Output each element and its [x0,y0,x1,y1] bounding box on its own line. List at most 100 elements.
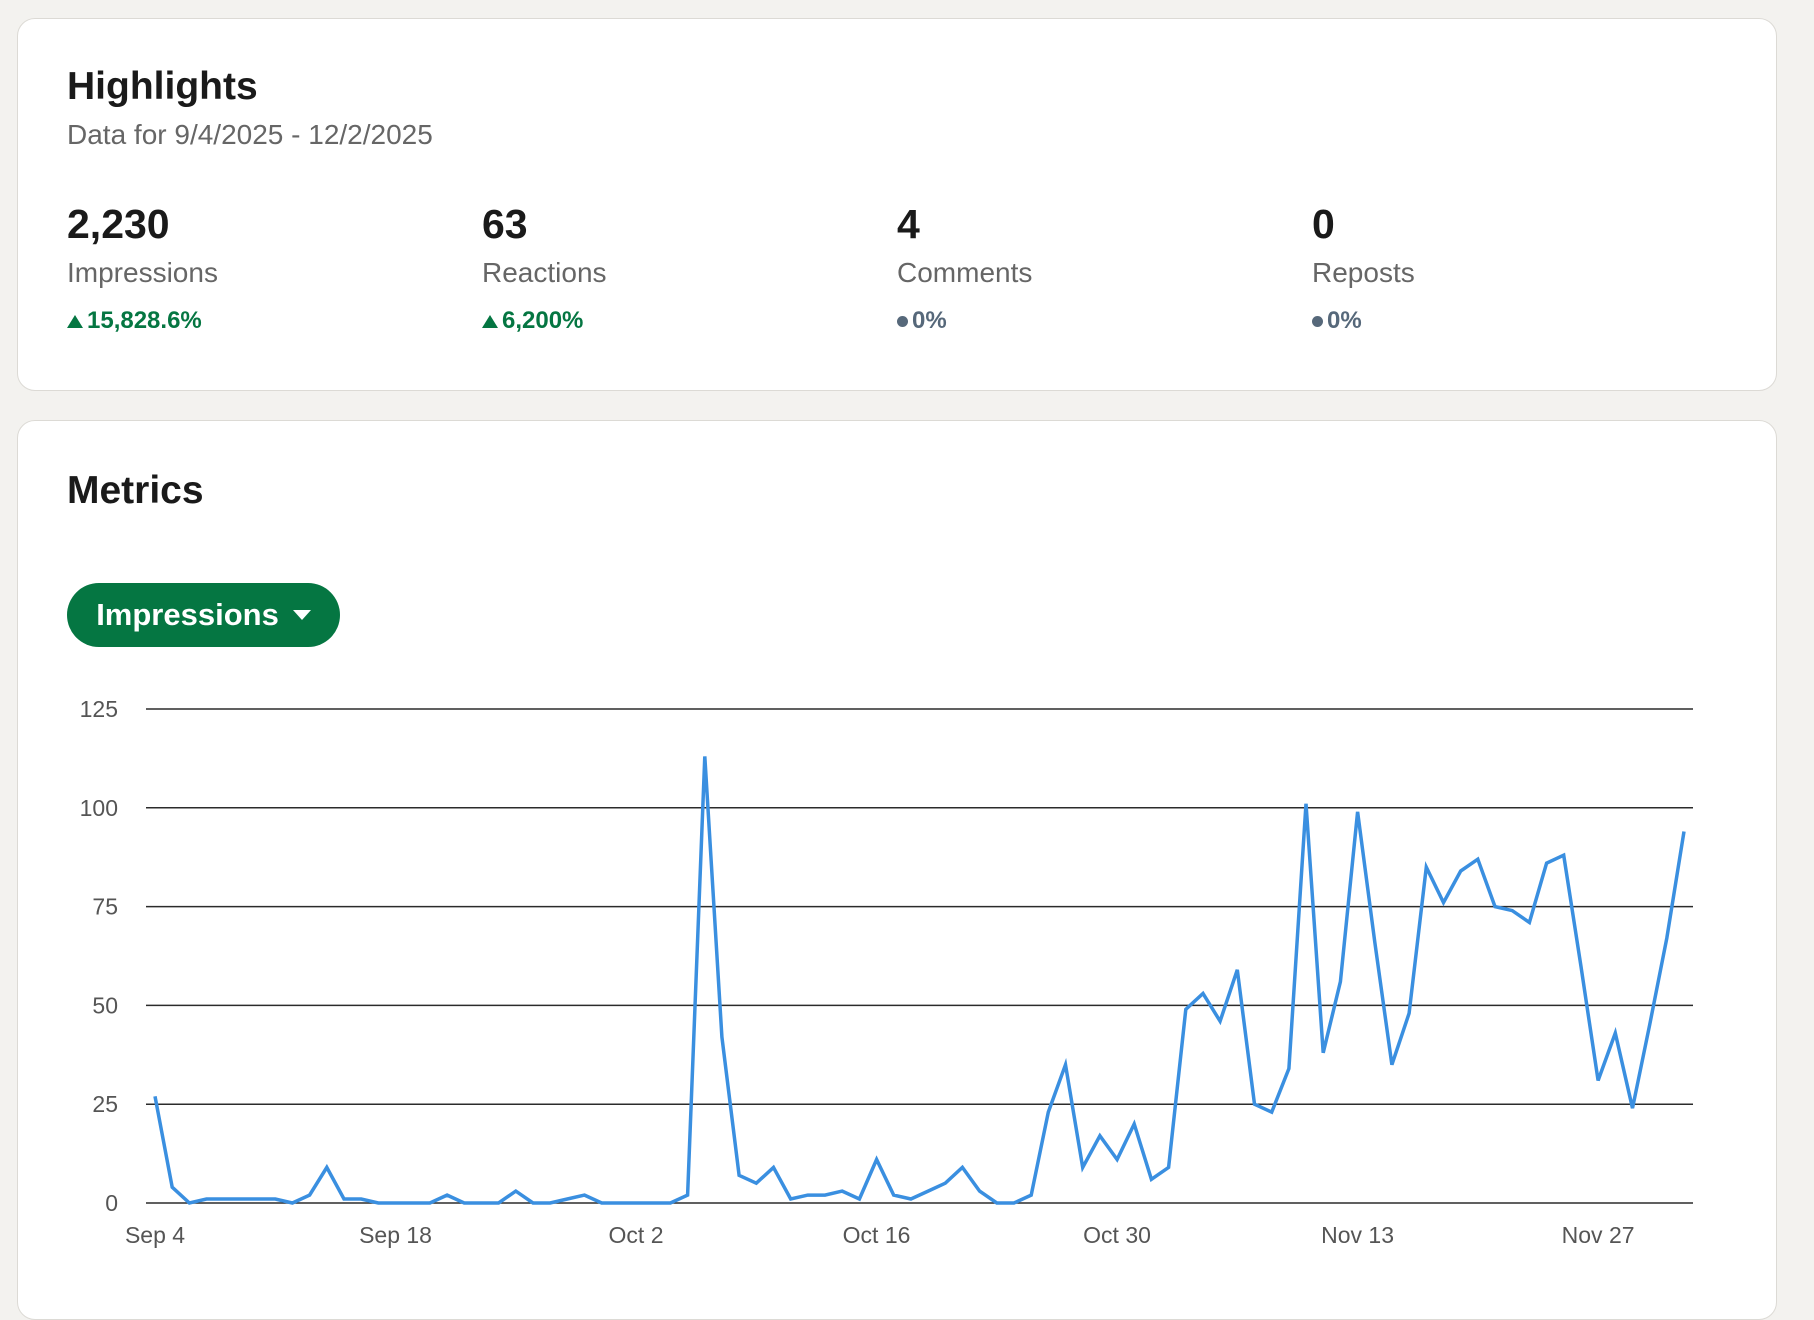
data-point[interactable] [1026,1190,1036,1200]
data-point[interactable] [872,1155,882,1165]
data-point[interactable] [1181,1004,1191,1014]
data-point[interactable] [734,1170,744,1180]
data-point[interactable] [665,1198,675,1208]
data-point[interactable] [184,1198,194,1208]
stat-comments[interactable]: 4 Comments 0% [897,204,1277,335]
data-point[interactable] [1490,902,1500,912]
data-point[interactable] [1645,1020,1655,1030]
data-point[interactable] [219,1194,229,1204]
data-point[interactable] [631,1198,641,1208]
data-point[interactable] [236,1194,246,1204]
data-point[interactable] [1456,866,1466,876]
data-point[interactable] [1318,1048,1328,1058]
data-point[interactable] [1473,854,1483,864]
data-point[interactable] [751,1178,761,1188]
data-point[interactable] [1387,1060,1397,1070]
data-point[interactable] [837,1186,847,1196]
stat-change-value: 0% [912,307,947,334]
data-point[interactable] [562,1194,572,1204]
data-point[interactable] [545,1198,555,1208]
data-point[interactable] [579,1190,589,1200]
data-point[interactable] [1250,1099,1260,1109]
data-point[interactable] [923,1186,933,1196]
data-point[interactable] [820,1190,830,1200]
data-point[interactable] [270,1194,280,1204]
data-point[interactable] [167,1182,177,1192]
data-point[interactable] [1421,862,1431,872]
data-point[interactable] [459,1198,469,1208]
data-point[interactable] [1353,807,1363,817]
data-point[interactable] [511,1186,521,1196]
data-point[interactable] [1524,917,1534,927]
data-point[interactable] [494,1198,504,1208]
data-point[interactable] [287,1198,297,1208]
data-point[interactable] [1559,850,1569,860]
data-point[interactable] [1043,1107,1053,1117]
data-point[interactable] [1301,799,1311,809]
data-point[interactable] [1267,1107,1277,1117]
data-point[interactable] [1542,858,1552,868]
data-point[interactable] [305,1190,315,1200]
stat-reposts[interactable]: 0 Reposts 0% [1312,204,1692,335]
data-point[interactable] [1095,1131,1105,1141]
data-point[interactable] [1061,1060,1071,1070]
stat-change: 6,200% [482,307,862,335]
data-point[interactable] [391,1198,401,1208]
data-point[interactable] [408,1198,418,1208]
data-point[interactable] [1164,1162,1174,1172]
y-tick-label: 100 [80,795,118,821]
data-point[interactable] [940,1178,950,1188]
data-point[interactable] [854,1194,864,1204]
data-point[interactable] [786,1194,796,1204]
stat-reactions[interactable]: 63 Reactions 6,200% [482,204,862,335]
data-point[interactable] [1679,827,1689,837]
data-point[interactable] [373,1198,383,1208]
data-point[interactable] [1198,989,1208,999]
data-point[interactable] [683,1190,693,1200]
metrics-card: Metrics Impressions 0 25 50 75 100 125 Sep 4 Se… [17,420,1777,1320]
data-point[interactable] [1438,898,1448,908]
metric-selector-button[interactable]: Impressions [67,583,340,647]
data-point[interactable] [1576,961,1586,971]
data-point[interactable] [803,1190,813,1200]
data-point[interactable] [1507,906,1517,916]
stat-impressions[interactable]: 2,230 Impressions 15,828.6% [67,204,447,335]
data-point[interactable] [889,1190,899,1200]
data-point[interactable] [1215,1016,1225,1026]
data-point[interactable] [476,1198,486,1208]
data-point[interactable] [1078,1162,1088,1172]
data-point[interactable] [1593,1075,1603,1085]
impressions-series-line[interactable] [153,756,1686,1205]
data-point[interactable] [425,1198,435,1208]
data-point[interactable] [1232,965,1242,975]
data-point[interactable] [1146,1174,1156,1184]
data-point[interactable] [768,1162,778,1172]
data-point[interactable] [1284,1064,1294,1074]
data-point[interactable] [717,1032,727,1042]
data-point[interactable] [1370,937,1380,947]
data-point[interactable] [528,1198,538,1208]
data-point[interactable] [1662,933,1672,943]
data-point[interactable] [1335,977,1345,987]
data-point[interactable] [202,1194,212,1204]
data-point[interactable] [648,1198,658,1208]
data-point[interactable] [356,1194,366,1204]
data-point[interactable] [700,751,710,761]
data-point[interactable] [975,1186,985,1196]
data-point[interactable] [1627,1103,1637,1113]
data-point[interactable] [442,1190,452,1200]
data-point[interactable] [906,1194,916,1204]
data-point[interactable] [597,1198,607,1208]
data-point[interactable] [1404,1008,1414,1018]
data-point[interactable] [1009,1198,1019,1208]
data-point[interactable] [1129,1119,1139,1129]
data-point[interactable] [150,1091,160,1101]
data-point[interactable] [322,1162,332,1172]
data-point[interactable] [1112,1155,1122,1165]
data-point[interactable] [339,1194,349,1204]
data-point[interactable] [957,1162,967,1172]
data-point[interactable] [992,1198,1002,1208]
data-point[interactable] [614,1198,624,1208]
data-point[interactable] [1610,1028,1620,1038]
data-point[interactable] [253,1194,263,1204]
